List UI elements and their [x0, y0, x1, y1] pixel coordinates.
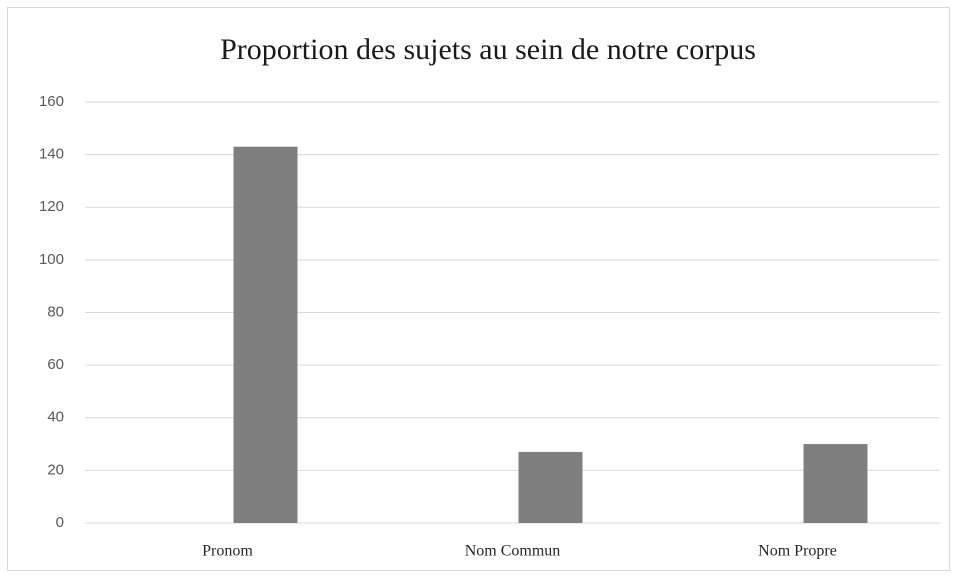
y-tick-label: 20	[47, 461, 64, 478]
y-tick-label: 100	[39, 251, 64, 268]
y-tick-label: 160	[39, 93, 64, 110]
x-tick-label: Nom Commun	[465, 543, 561, 560]
bar	[518, 451, 583, 523]
y-tick-label: 60	[47, 356, 64, 373]
bar	[233, 146, 298, 523]
chart-title: Proportion des sujets au sein de notre c…	[220, 33, 756, 66]
y-tick-label: 40	[47, 409, 64, 426]
y-tick-label: 80	[47, 303, 64, 320]
y-tick-label: 0	[56, 514, 64, 531]
y-tick-label: 140	[39, 146, 64, 163]
chart-frame	[7, 7, 950, 571]
y-tick-label: 120	[39, 198, 64, 215]
x-tick-label: Pronom	[202, 543, 253, 560]
bar	[803, 444, 868, 523]
x-tick-label: Nom Propre	[758, 543, 837, 560]
